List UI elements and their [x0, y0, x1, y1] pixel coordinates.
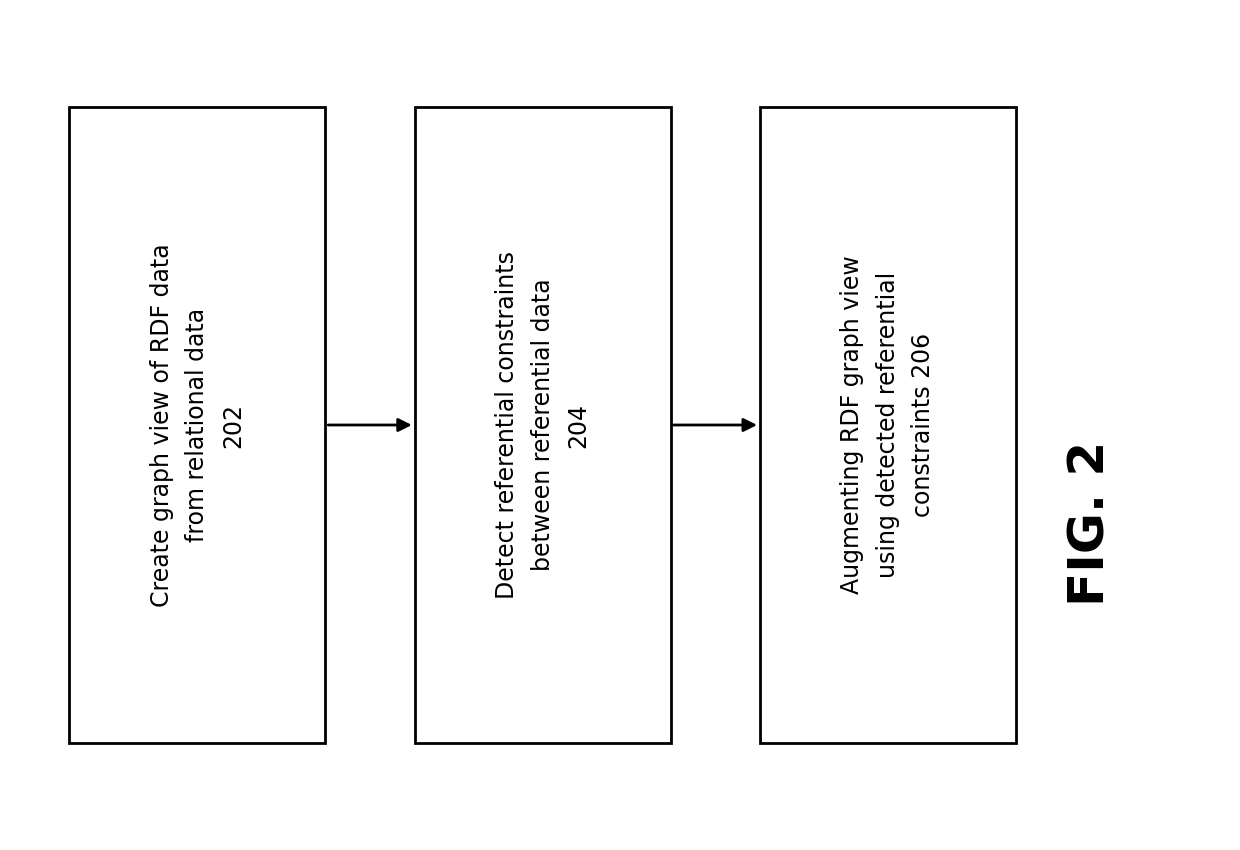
Text: FIG. 2: FIG. 2 — [1066, 440, 1115, 605]
Text: Create graph view of RDF data
from relational data
202: Create graph view of RDF data from relat… — [150, 243, 244, 607]
Bar — [760, 107, 1016, 743]
Text: Augmenting RDF graph view
using detected referential
constraints 206: Augmenting RDF graph view using detected… — [841, 256, 935, 594]
Bar — [414, 107, 671, 743]
Bar — [69, 107, 325, 743]
Text: Detect referential constraints
between referential data
204: Detect referential constraints between r… — [495, 251, 590, 599]
